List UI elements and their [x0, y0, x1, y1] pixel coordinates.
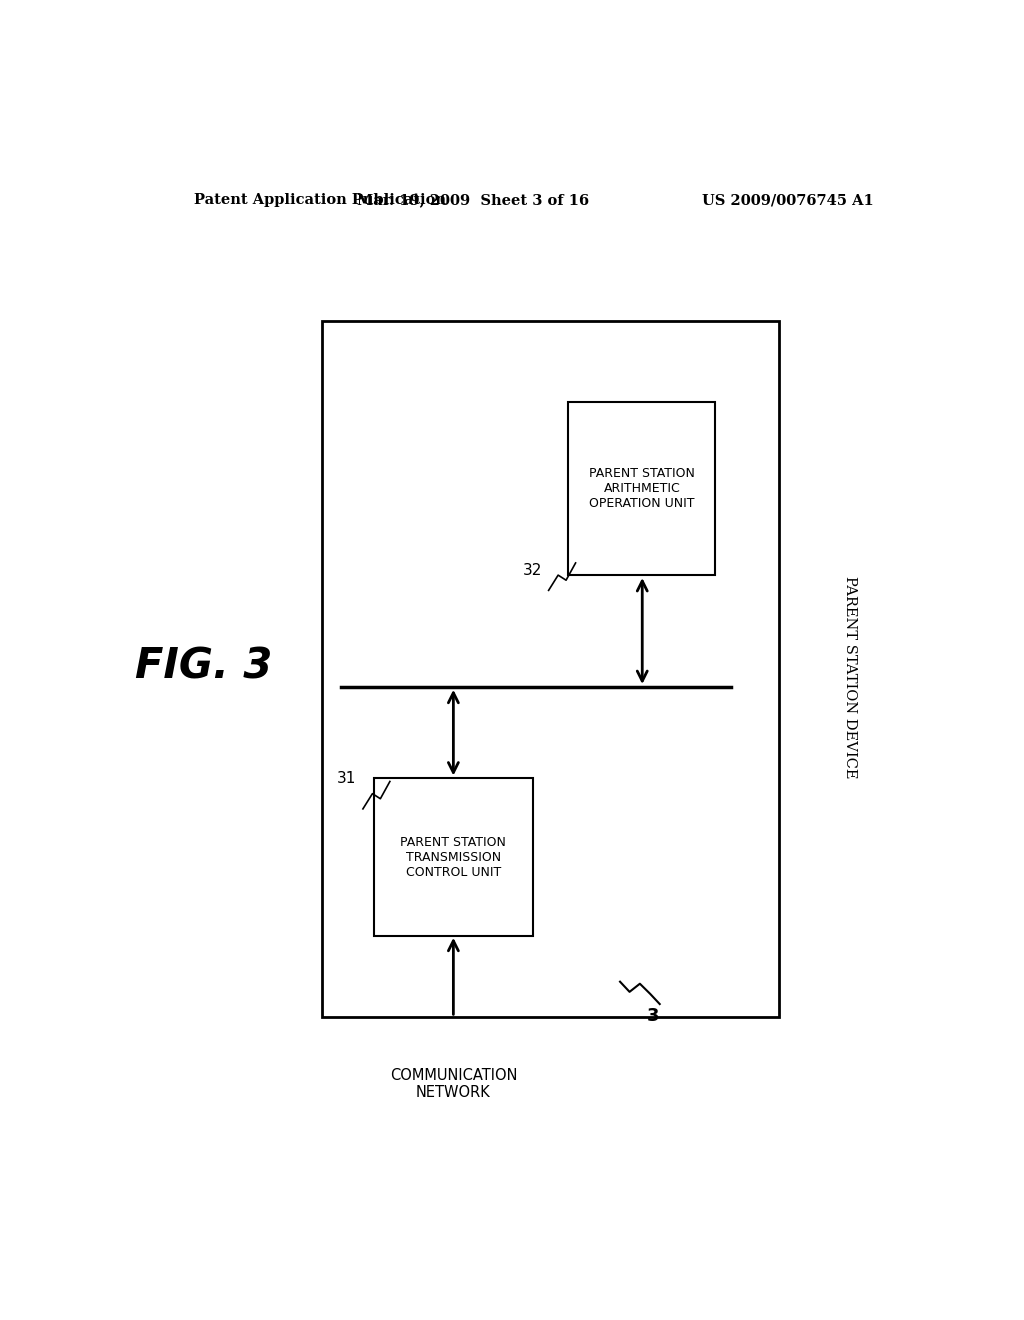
- Text: 3: 3: [647, 1007, 659, 1026]
- Text: US 2009/0076745 A1: US 2009/0076745 A1: [702, 193, 873, 207]
- Text: COMMUNICATION
NETWORK: COMMUNICATION NETWORK: [389, 1068, 517, 1101]
- Bar: [568, 403, 715, 576]
- Bar: [374, 779, 532, 936]
- Text: Patent Application Publication: Patent Application Publication: [194, 193, 445, 207]
- Text: PARENT STATION
TRANSMISSION
CONTROL UNIT: PARENT STATION TRANSMISSION CONTROL UNIT: [400, 836, 506, 879]
- Text: 31: 31: [337, 771, 356, 785]
- Text: 32: 32: [523, 562, 543, 578]
- Text: FIG. 3: FIG. 3: [135, 645, 272, 688]
- Bar: [323, 321, 778, 1018]
- Text: Mar. 19, 2009  Sheet 3 of 16: Mar. 19, 2009 Sheet 3 of 16: [357, 193, 589, 207]
- Text: PARENT STATION DEVICE: PARENT STATION DEVICE: [843, 576, 857, 777]
- Text: PARENT STATION
ARITHMETIC
OPERATION UNIT: PARENT STATION ARITHMETIC OPERATION UNIT: [589, 467, 695, 511]
